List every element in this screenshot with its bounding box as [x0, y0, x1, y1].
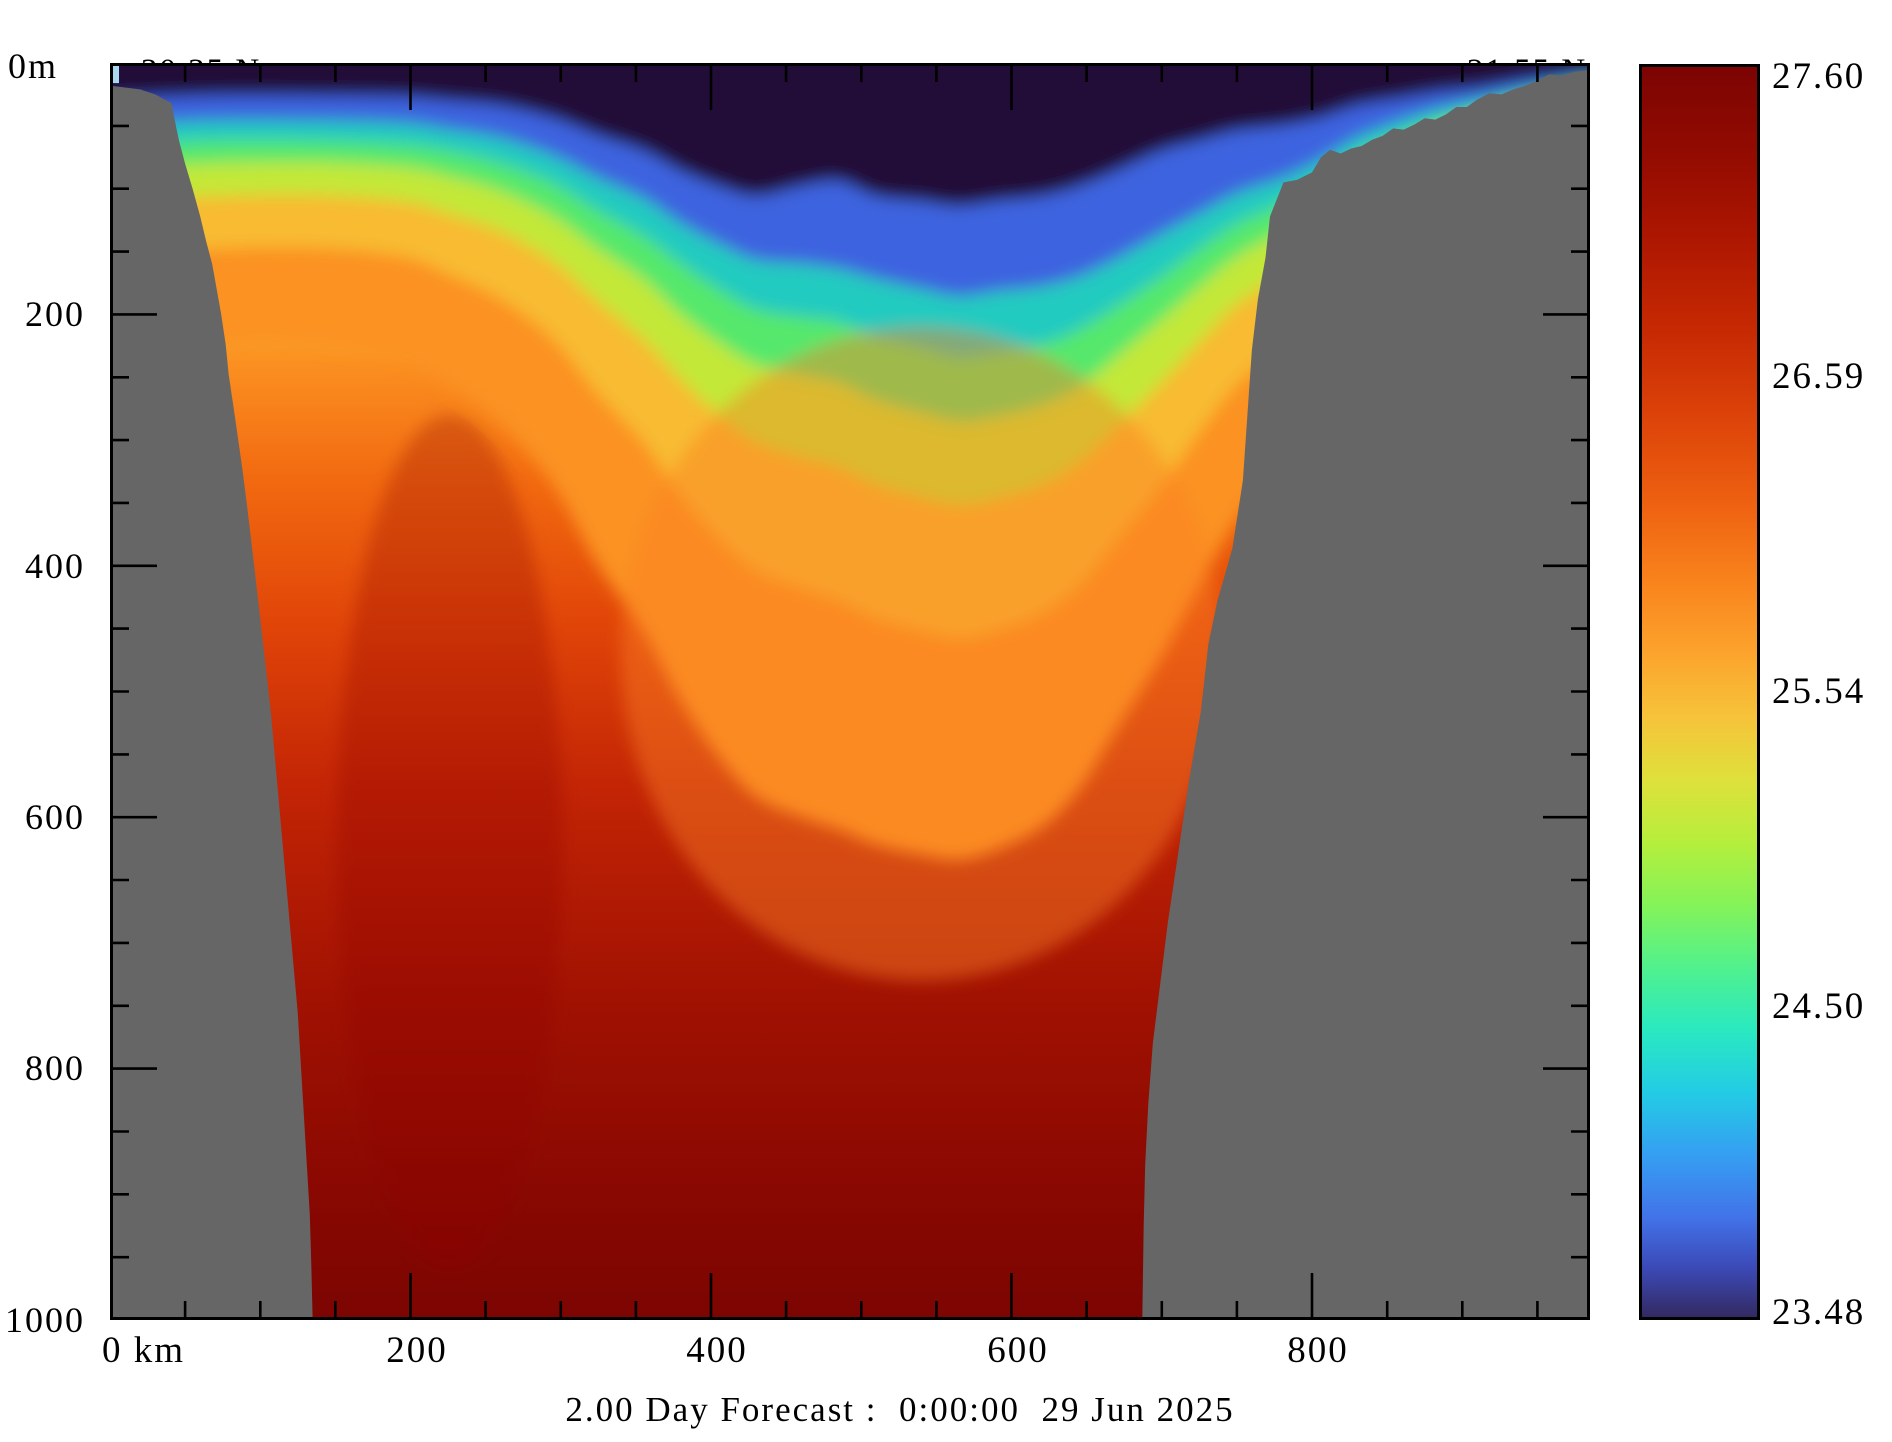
density-colorbar: [1639, 64, 1760, 1320]
depth-tick-label-800: 800: [25, 1048, 85, 1088]
depth-tick-label-600: 600: [25, 797, 85, 837]
colorbar-tick-25.54: 25.54: [1772, 671, 1866, 712]
depth-tick-label-1000: 1000: [5, 1300, 85, 1340]
axis-ticks: [110, 63, 1590, 1320]
depth-tick-label-0m: 0m: [7, 46, 58, 86]
colorbar-tick-24.50: 24.50: [1772, 986, 1866, 1027]
distance-tick-label-200: 200: [386, 1330, 448, 1371]
bathymetry-masks: [110, 70, 1590, 1320]
distance-tick-label-800: 800: [1287, 1330, 1349, 1371]
section-plot: [110, 63, 1590, 1320]
density-section-heatmap: [110, 63, 1590, 1320]
plot-border: [110, 63, 1590, 1320]
forecast-caption: 2.00 Day Forecast : 0:00:00 29 Jun 2025: [565, 1390, 1235, 1429]
distance-tick-label-0km: 0 km: [102, 1330, 186, 1371]
distance-tick-label-600: 600: [987, 1330, 1049, 1371]
corner-patch: [110, 63, 119, 84]
contour-bands: [110, 63, 1590, 1270]
colorbar-tick-26.59: 26.59: [1772, 356, 1866, 397]
depth-tick-label-400: 400: [25, 546, 85, 586]
depth-tick-label-200: 200: [25, 294, 85, 334]
distance-tick-label-400: 400: [686, 1330, 748, 1371]
colorbar-tick-27.60: 27.60: [1772, 56, 1866, 97]
colorbar-tick-23.48: 23.48: [1772, 1292, 1866, 1333]
